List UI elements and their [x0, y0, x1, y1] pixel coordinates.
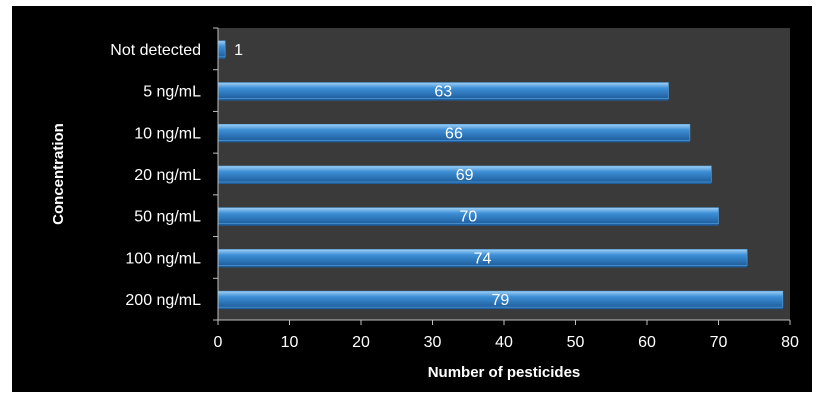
bar	[217, 40, 226, 58]
data-label: 74	[474, 250, 492, 267]
category-label: 10 ng/mL	[134, 125, 201, 142]
x-tick-label: 60	[638, 334, 656, 351]
data-label: 63	[434, 84, 452, 101]
x-tick-label: 50	[567, 334, 585, 351]
x-axis-title: Number of pesticides	[428, 364, 581, 381]
category-label: 50 ng/mL	[134, 209, 201, 226]
x-tick-label: 0	[214, 334, 223, 351]
x-tick-label: 10	[281, 334, 299, 351]
data-label: 70	[459, 209, 477, 226]
data-label: 66	[445, 125, 463, 142]
x-tick-label: 20	[352, 334, 370, 351]
x-tick-label: 80	[781, 334, 799, 351]
category-label: 5 ng/mL	[143, 84, 201, 101]
x-tick-label: 30	[424, 334, 442, 351]
data-label: 69	[456, 167, 474, 184]
category-label: 100 ng/mL	[125, 250, 201, 267]
category-label: Not detected	[110, 42, 201, 59]
x-tick-label: 70	[710, 334, 728, 351]
data-label: 79	[492, 292, 510, 309]
category-label: 20 ng/mL	[134, 167, 201, 184]
data-label: 1	[234, 42, 243, 59]
y-axis-title: Concentration	[50, 123, 67, 225]
x-tick-label: 40	[495, 334, 513, 351]
category-label: 200 ng/mL	[125, 292, 201, 309]
